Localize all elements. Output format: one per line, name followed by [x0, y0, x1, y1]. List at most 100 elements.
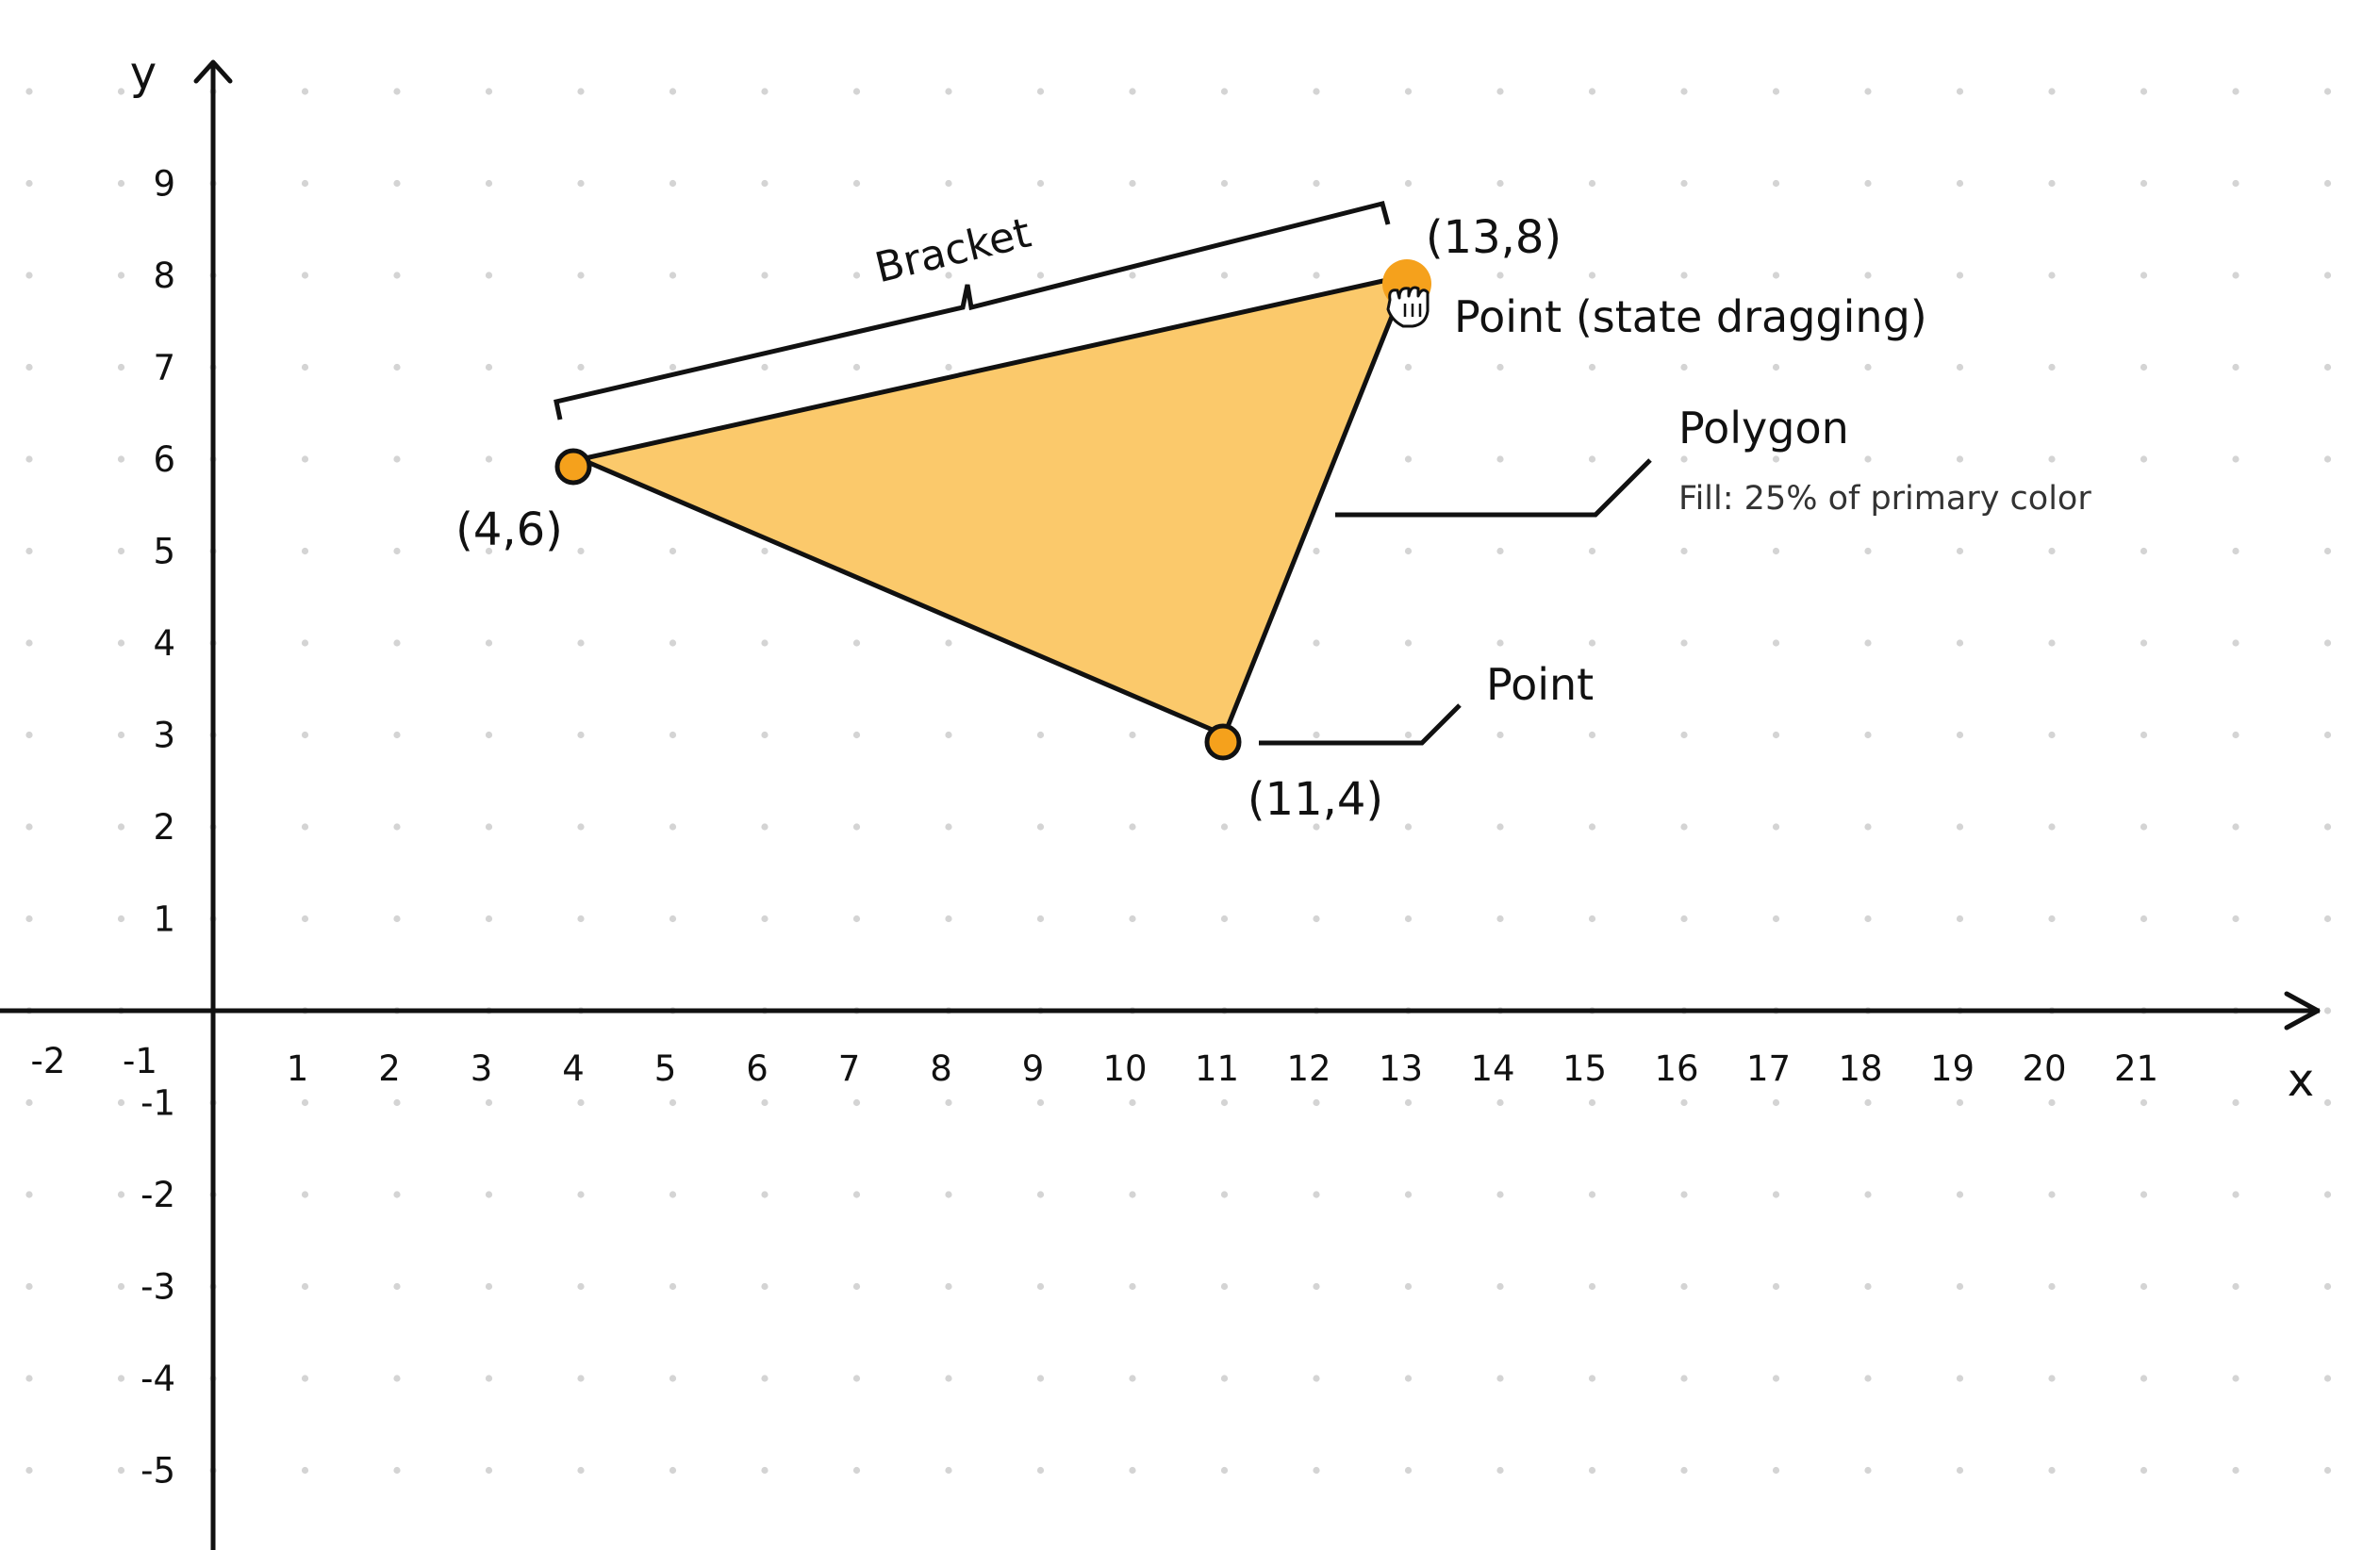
- grid-dot: [1036, 823, 1045, 831]
- point-callout-label: Point: [1486, 659, 1594, 710]
- grid-dot: [485, 731, 493, 739]
- grid-dot: [577, 363, 585, 371]
- grid-dot: [393, 1375, 401, 1382]
- y-tick-label: 8: [153, 256, 175, 296]
- grid-dot: [1496, 823, 1504, 831]
- grid-dot: [117, 547, 125, 555]
- grid-dot: [1496, 547, 1504, 555]
- grid-dot: [485, 455, 493, 463]
- grid-dot: [1129, 1466, 1136, 1475]
- grid-dot: [1496, 1098, 1504, 1107]
- grid-dot: [669, 731, 677, 739]
- grid-dot: [1588, 823, 1596, 831]
- grid-dot: [393, 547, 401, 555]
- grid-dot: [1220, 88, 1229, 95]
- grid-dot: [1129, 823, 1136, 831]
- grid-dot: [1313, 1375, 1320, 1382]
- grid-dot: [117, 88, 125, 95]
- grid-dot: [2323, 1007, 2332, 1014]
- grid-dot: [1588, 1375, 1596, 1382]
- x-tick-label: 2: [378, 1048, 401, 1089]
- grid-dot: [577, 272, 585, 279]
- grid-dot: [301, 272, 309, 279]
- grid-dot: [1864, 731, 1872, 739]
- grid-dot: [117, 363, 125, 371]
- grid-dot: [1956, 179, 1964, 188]
- grid-dot: [2140, 731, 2148, 739]
- grid-dot: [761, 1282, 769, 1291]
- grid-dot: [301, 1282, 309, 1291]
- grid-dot: [1036, 272, 1045, 279]
- x-tick-label: 21: [2114, 1048, 2158, 1089]
- grid-dot: [1680, 639, 1688, 647]
- grid-dot: [1220, 1191, 1229, 1198]
- grid-dot: [2048, 547, 2056, 555]
- grid-dot: [669, 179, 677, 188]
- grid-dot: [1956, 88, 1964, 95]
- y-axis-label: y: [130, 47, 157, 100]
- grid-dot: [761, 88, 769, 95]
- grid-dot: [1680, 547, 1688, 555]
- grid-dot: [301, 547, 309, 555]
- grid-dot: [1864, 1098, 1872, 1107]
- grid-dot: [669, 88, 677, 95]
- y-tick-label: 3: [153, 716, 175, 756]
- grid-dot: [2323, 363, 2332, 371]
- grid-dot: [2140, 1098, 2148, 1107]
- grid-dot: [2048, 455, 2056, 463]
- y-tick-label: 9: [153, 164, 175, 205]
- point-callout-leader: [1259, 703, 1462, 746]
- vertex-point-11-4[interactable]: [1204, 723, 1242, 761]
- grid-dot: [25, 547, 33, 555]
- grid-dot: [1956, 823, 1964, 831]
- grid-dot: [25, 179, 33, 188]
- grid-dot: [2232, 88, 2240, 95]
- grid-dot: [1404, 823, 1413, 831]
- grid-dot: [485, 823, 493, 831]
- grid-dot: [1220, 1466, 1229, 1475]
- grid-dot: [852, 1375, 861, 1382]
- grid-dot: [301, 363, 309, 371]
- grid-dot: [1772, 1098, 1780, 1107]
- grid-dot: [577, 639, 585, 647]
- grid-dot: [1404, 1191, 1413, 1198]
- grid-dot: [1496, 179, 1504, 188]
- grid-dot: [2140, 1466, 2148, 1475]
- grid-dot: [25, 639, 33, 647]
- x-tick-label: 8: [930, 1048, 952, 1089]
- grid-dot: [1036, 1098, 1045, 1107]
- grid-dot: [1864, 1191, 1872, 1198]
- grid-dot: [852, 363, 861, 371]
- vertex-point-4-6[interactable]: [554, 448, 592, 486]
- vertex-label-11-4: (11,4): [1248, 773, 1383, 826]
- grid-dot: [1956, 272, 1964, 279]
- grid-dot: [761, 1191, 769, 1198]
- vertex-label-13-8: (13,8): [1426, 211, 1562, 264]
- grid-dot: [577, 547, 585, 555]
- grid-dot: [1496, 272, 1504, 279]
- grid-dot: [577, 823, 585, 831]
- grid-dot: [761, 915, 769, 923]
- grid-dot: [485, 639, 493, 647]
- grid-dot: [1864, 455, 1872, 463]
- grid-dot: [761, 272, 769, 279]
- grid-dot: [2232, 179, 2240, 188]
- grid-dot: [669, 547, 677, 555]
- grid-dot: [117, 1282, 125, 1291]
- grid-dot: [485, 272, 493, 279]
- grid-dot: [393, 1282, 401, 1291]
- grid-dot: [1680, 1098, 1688, 1107]
- dragging-point-label: Point (state dragging): [1454, 291, 1927, 342]
- grid-dot: [945, 915, 952, 923]
- x-tick-label: 6: [746, 1048, 769, 1089]
- triangle-polygon[interactable]: [578, 272, 1411, 737]
- grid-dot: [1956, 1375, 1964, 1382]
- grid-dot: [301, 179, 309, 188]
- grid-dot: [2323, 1466, 2332, 1475]
- grid-dot: [117, 823, 125, 831]
- grid-dot: [577, 1098, 585, 1107]
- grid-dot: [1313, 1282, 1320, 1291]
- grid-dot: [669, 1191, 677, 1198]
- grid-dot: [301, 823, 309, 831]
